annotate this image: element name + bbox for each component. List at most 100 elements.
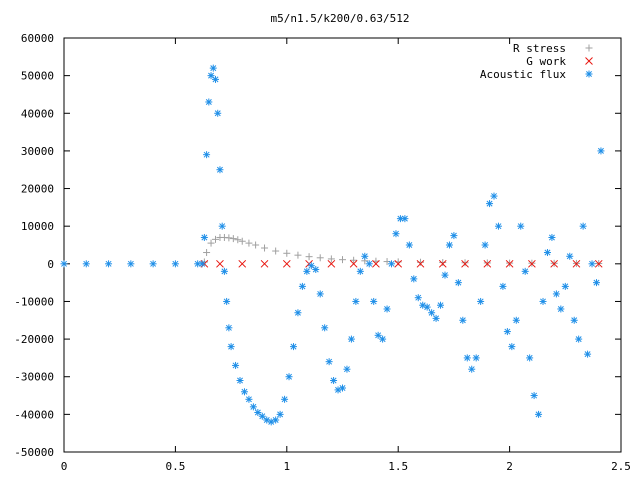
data-point	[570, 316, 578, 324]
data-point	[445, 241, 453, 249]
data-point	[216, 259, 224, 268]
x-tick-label: 1	[283, 460, 290, 473]
data-point	[294, 309, 302, 317]
data-point	[220, 267, 228, 275]
data-point	[209, 64, 217, 72]
data-point	[218, 222, 226, 230]
data-point	[548, 233, 556, 241]
data-point	[597, 147, 605, 155]
x-tick-label: 1.5	[388, 460, 408, 473]
legend-label: G work	[526, 55, 566, 68]
data-point	[428, 309, 436, 317]
data-point	[394, 259, 403, 268]
data-point	[361, 252, 369, 260]
data-point	[276, 410, 284, 418]
series-g-work	[200, 259, 603, 268]
data-point	[330, 376, 338, 384]
y-tick-label: 0	[47, 258, 54, 271]
data-point	[392, 230, 400, 238]
data-point	[339, 256, 346, 264]
data-point	[441, 271, 449, 279]
x-tick-label: 0.5	[165, 460, 185, 473]
data-point	[282, 259, 291, 268]
data-point	[82, 260, 90, 268]
data-point	[252, 241, 260, 249]
data-point	[216, 166, 224, 174]
data-point	[343, 365, 351, 373]
data-point	[236, 376, 244, 384]
data-point	[450, 232, 458, 240]
y-tick-label: 10000	[21, 220, 54, 233]
y-tick-label: -10000	[14, 295, 54, 308]
data-point	[339, 384, 346, 392]
data-point	[379, 335, 387, 343]
data-point	[572, 259, 581, 268]
data-point	[212, 235, 220, 243]
data-point	[260, 259, 269, 268]
data-point	[584, 350, 592, 358]
data-point	[365, 260, 373, 268]
data-point	[438, 259, 447, 268]
data-point	[459, 316, 467, 324]
data-point	[539, 297, 547, 305]
y-tick-label: 50000	[21, 70, 54, 83]
data-point	[461, 259, 469, 268]
data-point	[105, 260, 113, 268]
y-tick-label: -30000	[14, 371, 54, 384]
data-point	[561, 282, 569, 290]
data-point	[207, 239, 215, 247]
data-point	[372, 259, 380, 268]
data-point	[223, 297, 231, 305]
data-point	[405, 241, 413, 249]
data-point	[579, 222, 587, 230]
data-point	[383, 305, 391, 313]
data-point	[232, 361, 240, 369]
data-point	[229, 235, 237, 243]
data-point	[566, 252, 574, 260]
y-tick-label: 20000	[21, 183, 54, 196]
data-point	[316, 290, 324, 298]
data-point	[483, 259, 492, 268]
data-point	[294, 251, 302, 259]
data-point	[512, 316, 520, 324]
y-axis: -50000 -40000 -30000 -20000 -10000 0 10000 2000…	[14, 32, 621, 459]
data-point	[552, 290, 560, 298]
data-point	[203, 249, 211, 257]
data-point	[227, 343, 235, 351]
data-point	[234, 236, 242, 244]
data-point	[289, 343, 297, 351]
data-point	[225, 234, 233, 242]
legend-marker	[585, 57, 593, 65]
data-point	[356, 267, 364, 275]
data-point	[349, 259, 358, 268]
data-point	[370, 297, 378, 305]
data-point	[283, 249, 291, 257]
data-point	[303, 267, 311, 275]
data-point	[506, 259, 514, 267]
chart-title: m5/n1.5/k200/0.63/512	[270, 12, 409, 25]
data-point	[240, 388, 248, 396]
data-point	[481, 241, 489, 249]
data-point	[521, 267, 529, 275]
legend-marker	[585, 44, 593, 52]
data-point	[272, 247, 280, 255]
data-point	[472, 354, 480, 362]
data-point	[483, 259, 491, 267]
data-point	[312, 265, 320, 273]
data-point	[432, 314, 440, 322]
data-point	[327, 255, 335, 263]
series-layer	[60, 64, 605, 426]
data-point	[437, 301, 445, 309]
data-point	[261, 244, 269, 252]
data-point	[198, 260, 206, 268]
data-point	[543, 249, 551, 257]
data-point	[592, 279, 600, 287]
data-point	[127, 260, 135, 268]
data-point	[352, 297, 360, 305]
data-point	[557, 305, 565, 313]
series-r-stress	[200, 233, 603, 267]
data-point	[272, 416, 280, 424]
data-point	[414, 294, 422, 302]
x-tick-label: 2.5	[611, 460, 631, 473]
